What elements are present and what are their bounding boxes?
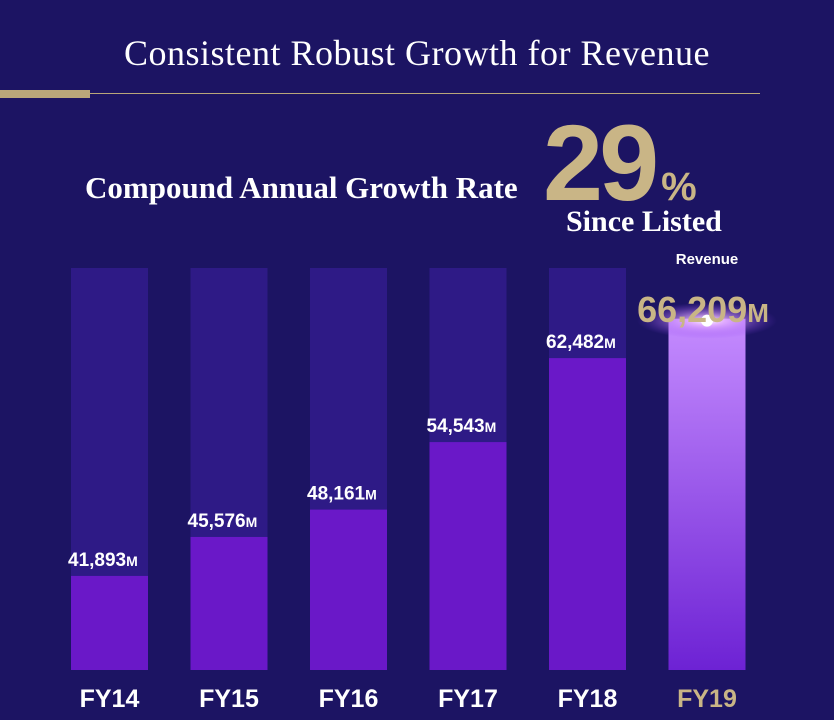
cagr-label: Compound Annual Growth Rate [85, 170, 518, 205]
category-label: FY16 [319, 685, 379, 713]
category-label: FY19 [677, 685, 737, 713]
bar-fy18 [549, 358, 626, 670]
bar-fy14 [71, 575, 148, 670]
highlight-value-label: 66,209M [637, 289, 769, 330]
bar-fy19 [668, 318, 746, 670]
bar-fy16 [310, 509, 387, 670]
category-label: FY14 [80, 685, 140, 713]
bar-value-label: 62,482M [546, 332, 616, 353]
category-label: FY15 [199, 685, 259, 713]
bar-value-label: 41,893M [68, 550, 138, 571]
bar-glow-dot [701, 314, 713, 327]
bar-value-label: 45,576M [188, 511, 258, 532]
bar-fy17 [429, 442, 507, 670]
category-label: FY18 [558, 685, 618, 713]
title-divider [0, 93, 760, 94]
bar-value-label: 48,161M [307, 484, 377, 505]
cagr-number: 29 [543, 102, 659, 223]
cagr-unit: % [661, 165, 697, 209]
title-divider-accent [0, 90, 90, 98]
cagr-subtitle: Since Listed [566, 205, 722, 238]
bar-fy15 [190, 536, 268, 670]
category-label: FY17 [438, 685, 498, 713]
cagr-value: 29% [543, 100, 697, 225]
page-title: Consistent Robust Growth for Revenue [124, 33, 710, 73]
highlight-caption: Revenue [676, 251, 739, 268]
bar-value-label: 54,543M [427, 416, 497, 437]
